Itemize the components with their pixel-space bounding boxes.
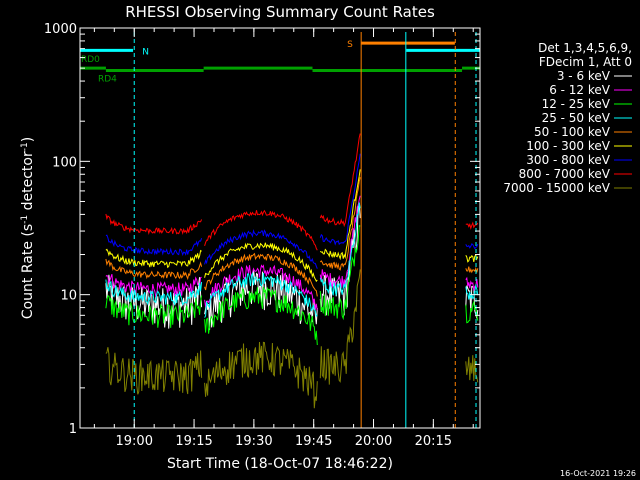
legend-label-9: 7000 - 15000 keV [503,181,610,195]
x-tick-label: 20:00 [355,434,392,449]
count-rate-traces [105,133,479,409]
y-axis-label-start: Count Rate (s [20,224,36,319]
series-line-7 [105,153,479,269]
series-line-5 [105,177,479,297]
series-line-6 [105,169,479,283]
y-axis-label: Count Rate (s-1 detector-1) [20,137,36,319]
series-line-2 [105,195,479,311]
rd4-label: RD4 [98,75,117,85]
chart-title: RHESSI Observing Summary Count Rates [125,3,435,21]
y-tick-label: 10 [60,289,77,304]
y-axis-label-sup2: -1 [20,142,30,151]
legend-header-line1: Det 1,3,4,5,6,9, [538,41,632,55]
x-tick-label: 19:00 [116,434,153,449]
legend-label-8: 800 - 7000 keV [519,167,611,181]
legend-label-3: 12 - 25 keV [542,97,611,111]
axes: 1 10 100 1000 19:00 19:15 19:30 19:45 20:00 20:15 [44,22,481,449]
x-axis-label: Start Time (18-Oct-07 18:46:22) [167,456,393,472]
legend-header-line2: FDecim 1, Att 0 [539,55,632,69]
plot-frame [79,27,481,429]
x-tick-label: 19:15 [175,434,212,449]
x-tick-label: 19:30 [235,434,272,449]
series-line-9 [105,269,479,409]
y-tick-label: 1000 [44,22,77,37]
legend-label-1: 3 - 6 keV [557,69,611,83]
x-tick-label: 19:45 [295,434,332,449]
legend-label-2: 6 - 12 keV [549,83,611,97]
north-label: N [142,47,149,57]
footer-date: 16-Oct-2021 19:26 [560,469,636,478]
observing-state-bars: RD0 RD4 N S [80,32,480,428]
y-axis-label-end: ) [20,137,36,142]
south-label: S [347,40,353,50]
legend-label-5: 50 - 100 keV [534,125,611,139]
y-axis-label-sup1: -1 [20,215,30,224]
y-tick-label: 100 [52,155,77,170]
series-line-4 [105,202,479,318]
series-line-8 [105,133,479,251]
legend: Det 1,3,4,5,6,9, FDecim 1, Att 0 3 - 6 k… [503,41,632,195]
legend-label-6: 100 - 300 keV [526,139,610,153]
series-line-3 [105,224,479,346]
legend-label-4: 25 - 50 keV [542,111,611,125]
rd0-label: RD0 [81,55,100,65]
y-tick-label: 1 [69,422,77,437]
legend-label-7: 300 - 800 keV [526,153,610,167]
x-tick-label: 20:15 [415,434,452,449]
y-axis-label-mid: detector [20,151,36,215]
